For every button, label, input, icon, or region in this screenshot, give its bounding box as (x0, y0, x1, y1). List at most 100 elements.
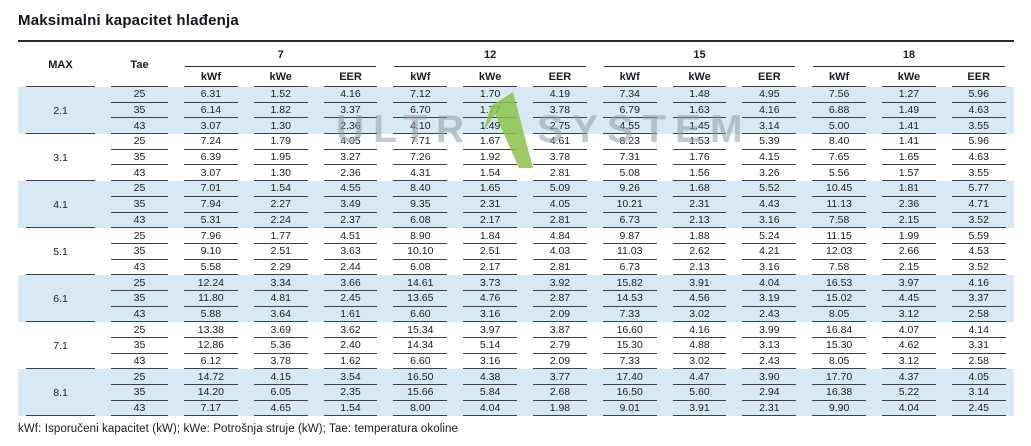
group-divider (26, 180, 95, 182)
sub-header-kwe: kWe (246, 67, 316, 87)
sub-header-kwf: kWf (595, 67, 665, 87)
data-cell: 3.55 (944, 165, 1014, 182)
max-value-cell: 4.1 (18, 181, 103, 229)
table-row: 2.1 25 6.31 1.52 4.16 7.12 1.70 4.19 7.34 1.48 4.9… (18, 87, 1014, 135)
table-row: 35 9.10 2.51 3.63 10.10 2.51 4.03 11.03 2.62 4.21… (18, 244, 1014, 260)
data-cell: 6.05 (245, 385, 316, 401)
data-cell: 3.73 (455, 275, 526, 291)
data-cell: 3.54 (315, 369, 386, 386)
data-cell: 4.61 (525, 134, 595, 150)
data-cell: 2.51 (246, 244, 316, 260)
table-row: 8.1 25 14.72 4.15 3.54 16.50 4.38 3.77 17.40 4.47… (18, 369, 1014, 417)
data-cell: 1.54 (315, 400, 386, 417)
data-cell: 12.24 (176, 275, 246, 291)
data-cell: 8.05 (804, 354, 874, 370)
data-cell: 3.77 (525, 369, 595, 386)
max-value: 4.1 (53, 198, 68, 211)
data-cell: 6.60 (385, 354, 455, 370)
data-cell: 1.63 (664, 102, 735, 119)
data-cell: 1.65 (455, 181, 526, 197)
table-row: 35 14.20 6.05 2.35 15.66 5.84 2.68 16.50 5.60 2.9… (18, 385, 1014, 401)
tae-value-cell: 43 (103, 118, 176, 135)
data-cell: 7.94 (176, 196, 246, 213)
data-cell: 14.61 (385, 275, 456, 291)
data-cell: 2.27 (245, 196, 316, 213)
data-cell: 4.16 (943, 275, 1014, 291)
data-cell: 3.99 (734, 322, 804, 338)
data-cell: 1.61 (315, 306, 386, 323)
data-cell: 6.31 (176, 87, 246, 103)
table-row: 43 5.31 2.24 2.37 6.08 2.17 2.81 6.73 2.13 3.16 7.… (18, 212, 1014, 229)
data-cell: 2.09 (525, 354, 595, 370)
header-divider (111, 86, 168, 87)
data-cell: 11.03 (595, 244, 665, 260)
data-cell: 4.43 (734, 196, 805, 213)
data-cell: 2.37 (315, 212, 386, 229)
data-cell: 5.31 (176, 212, 246, 229)
data-cell: 1.95 (246, 150, 316, 166)
data-cell: 7.58 (804, 260, 874, 276)
data-cell: 1.52 (245, 87, 316, 103)
group-underline (603, 66, 796, 67)
data-cell: 3.91 (664, 275, 735, 291)
data-cell: 5.09 (525, 181, 595, 197)
tae-column-header: Tae (103, 41, 176, 87)
data-cell: 3.78 (525, 102, 595, 119)
data-cell: 4.84 (525, 228, 595, 244)
data-cell: 8.05 (804, 306, 875, 323)
data-cell: 4.31 (385, 165, 455, 182)
table-row: 7.1 25 13.38 3.69 3.62 15.34 3.97 3.87 16.60 4.16… (18, 322, 1014, 370)
sub-header-eer: EER (525, 67, 595, 87)
data-cell: 4.55 (315, 181, 386, 197)
data-cell: 4.63 (943, 102, 1014, 119)
tae-value-cell: 25 (103, 275, 176, 291)
tae-value-cell: 35 (103, 244, 176, 260)
data-cell: 3.02 (664, 306, 735, 323)
data-cell: 3.66 (315, 275, 386, 291)
data-cell: 3.34 (245, 275, 316, 291)
data-cell: 2.81 (525, 165, 595, 182)
group-divider (26, 274, 95, 276)
table-row: 5.1 25 7.96 1.77 4.51 8.90 1.84 4.84 9.87 1.88 5.2… (18, 228, 1014, 276)
max-value: 5.1 (53, 245, 68, 258)
data-cell: 5.52 (734, 181, 805, 197)
data-cell: 3.63 (316, 244, 386, 260)
data-cell: 1.77 (246, 228, 316, 244)
data-cell: 1.70 (455, 87, 526, 103)
data-cell: 3.90 (734, 369, 805, 386)
data-cell: 3.62 (316, 322, 386, 338)
data-cell: 7.31 (595, 150, 665, 166)
data-cell: 14.72 (176, 369, 246, 386)
max-value: 7.1 (53, 339, 68, 352)
data-cell: 3.12 (874, 306, 944, 323)
data-cell: 3.16 (734, 260, 804, 276)
data-cell: 3.31 (944, 338, 1014, 354)
data-cell: 5.56 (804, 165, 874, 182)
group-header-18: 18 (804, 41, 1013, 67)
data-cell: 14.34 (385, 338, 455, 354)
data-cell: 3.52 (943, 212, 1014, 229)
table-row: 6.1 25 12.24 3.34 3.66 14.61 3.73 3.92 15.82 3.91… (18, 275, 1014, 323)
data-cell: 4.07 (874, 322, 944, 338)
data-cell: 2.51 (455, 244, 525, 260)
data-cell: 7.26 (385, 150, 455, 166)
tae-value-cell: 35 (103, 338, 176, 354)
data-cell: 6.88 (804, 102, 875, 119)
table-row: 43 5.88 3.64 1.61 6.60 3.16 2.09 7.33 3.02 2.43 8.… (18, 306, 1014, 323)
data-cell: 1.48 (664, 87, 735, 103)
data-cell: 4.03 (525, 244, 595, 260)
data-cell: 4.45 (874, 290, 944, 307)
data-cell: 5.24 (734, 228, 804, 244)
sub-header-kwf: kWf (385, 67, 455, 87)
data-cell: 2.58 (943, 306, 1014, 323)
data-cell: 5.36 (246, 338, 316, 354)
data-cell: 2.31 (455, 196, 526, 213)
data-cell: 7.17 (176, 400, 246, 417)
data-cell: 1.81 (874, 181, 944, 197)
data-cell: 3.12 (874, 354, 944, 370)
data-cell: 1.79 (246, 134, 316, 150)
data-cell: 16.50 (594, 385, 665, 401)
data-cell: 1.82 (245, 102, 316, 119)
data-cell: 4.56 (664, 290, 735, 307)
data-cell: 3.69 (246, 322, 316, 338)
